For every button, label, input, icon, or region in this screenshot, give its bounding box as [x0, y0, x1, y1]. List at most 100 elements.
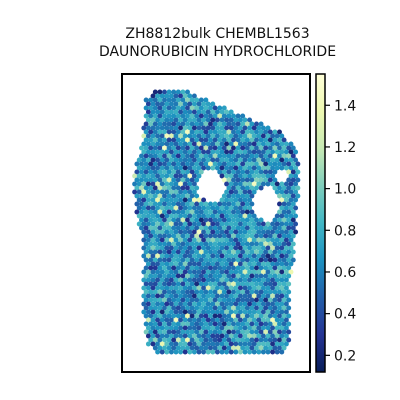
tissue-spot — [267, 249, 273, 255]
tissue-spot — [263, 233, 269, 239]
tissue-spot — [242, 197, 248, 203]
tissue-spot — [283, 285, 289, 291]
tissue-spot — [254, 321, 259, 327]
tissue-spot — [201, 333, 207, 339]
tissue-spot — [224, 149, 230, 155]
tissue-spot — [226, 185, 232, 191]
tissue-spot — [187, 245, 193, 251]
tissue-spot — [180, 337, 186, 343]
tissue-spot — [279, 197, 285, 203]
tissue-spot — [247, 133, 253, 139]
tissue-spot — [231, 297, 236, 303]
tissue-spot — [244, 305, 250, 311]
tissue-spot — [210, 221, 216, 227]
tissue-spot — [159, 277, 165, 283]
tissue-spot — [212, 249, 218, 255]
tissue-spot — [214, 261, 220, 267]
tissue-spot — [270, 333, 276, 339]
tissue-spot — [247, 317, 253, 323]
tissue-spot — [157, 145, 163, 151]
tissue-spot — [152, 217, 158, 223]
tissue-spot — [162, 201, 167, 207]
tissue-spot — [208, 281, 213, 287]
tissue-spot — [148, 201, 154, 207]
tissue-spot — [210, 341, 216, 347]
tissue-spot — [286, 217, 292, 223]
tissue-spot — [274, 237, 280, 243]
tissue-spot — [286, 337, 292, 343]
tissue-spot — [240, 137, 246, 143]
tissue-spot — [240, 329, 246, 335]
tissue-spot — [208, 113, 213, 119]
tissue-spot — [288, 213, 294, 219]
tissue-spot — [180, 113, 186, 119]
tissue-spot — [187, 173, 193, 179]
tissue-spot — [231, 265, 236, 271]
tissue-spot — [148, 137, 154, 143]
tissue-spot — [281, 209, 287, 215]
tissue-spot — [194, 321, 200, 327]
tissue-spot — [194, 225, 200, 231]
tissue-spot — [185, 305, 190, 311]
tissue-spot — [157, 201, 163, 207]
tissue-spot — [189, 225, 195, 231]
tissue-spot — [228, 341, 234, 347]
tissue-spot — [198, 305, 204, 311]
tissue-spot — [290, 257, 296, 263]
tissue-spot — [175, 169, 181, 175]
tissue-spot — [159, 181, 165, 187]
tissue-spot — [171, 169, 177, 175]
tissue-spot — [221, 225, 227, 231]
tissue-spot — [231, 193, 236, 199]
tissue-spot — [247, 181, 253, 187]
tissue-spot — [178, 245, 184, 251]
tissue-spot — [168, 149, 174, 155]
tissue-spot — [233, 325, 239, 331]
tissue-spot — [155, 269, 161, 275]
tissue-spot — [214, 221, 220, 227]
tissue-spot — [157, 321, 163, 327]
tissue-spot — [272, 257, 278, 263]
tissue-spot — [286, 225, 292, 231]
tissue-spot — [254, 225, 259, 231]
tissue-spot — [210, 333, 216, 339]
tissue-spot — [210, 277, 216, 283]
tissue-spot — [205, 221, 211, 227]
tissue-spot — [166, 241, 172, 247]
tissue-spot — [226, 305, 232, 311]
tissue-spot — [270, 133, 276, 139]
tissue-spot — [228, 149, 234, 155]
tissue-spot — [198, 329, 204, 335]
tissue-spot — [168, 157, 174, 163]
tissue-spot — [136, 181, 142, 187]
tissue-spot — [145, 213, 151, 219]
tissue-spot — [279, 301, 285, 307]
tissue-spot — [249, 137, 255, 143]
tissue-spot — [150, 253, 156, 259]
tissue-spot — [145, 309, 151, 315]
tissue-spot — [263, 225, 269, 231]
tissue-spot — [159, 349, 165, 355]
tissue-spot — [173, 117, 179, 123]
tissue-spot — [187, 285, 193, 291]
tissue-spot — [251, 317, 257, 323]
tissue-spot — [148, 217, 154, 223]
tissue-spot — [198, 145, 204, 151]
tissue-spot — [201, 269, 207, 275]
tissue-spot — [272, 169, 278, 175]
tissue-spot — [233, 285, 239, 291]
tissue-spot — [166, 249, 172, 255]
tissue-spot — [157, 89, 163, 95]
tissue-spot — [212, 337, 218, 343]
tissue-spot — [254, 281, 259, 287]
tissue-spot — [175, 329, 181, 335]
tissue-spot — [173, 197, 179, 203]
tissue-spot — [217, 209, 223, 215]
tissue-spot — [270, 293, 276, 299]
tissue-spot — [157, 169, 163, 175]
tissue-spot — [237, 189, 243, 195]
tissue-spot — [148, 313, 154, 319]
tissue-spot — [233, 309, 239, 315]
tissue-spot — [217, 105, 223, 111]
